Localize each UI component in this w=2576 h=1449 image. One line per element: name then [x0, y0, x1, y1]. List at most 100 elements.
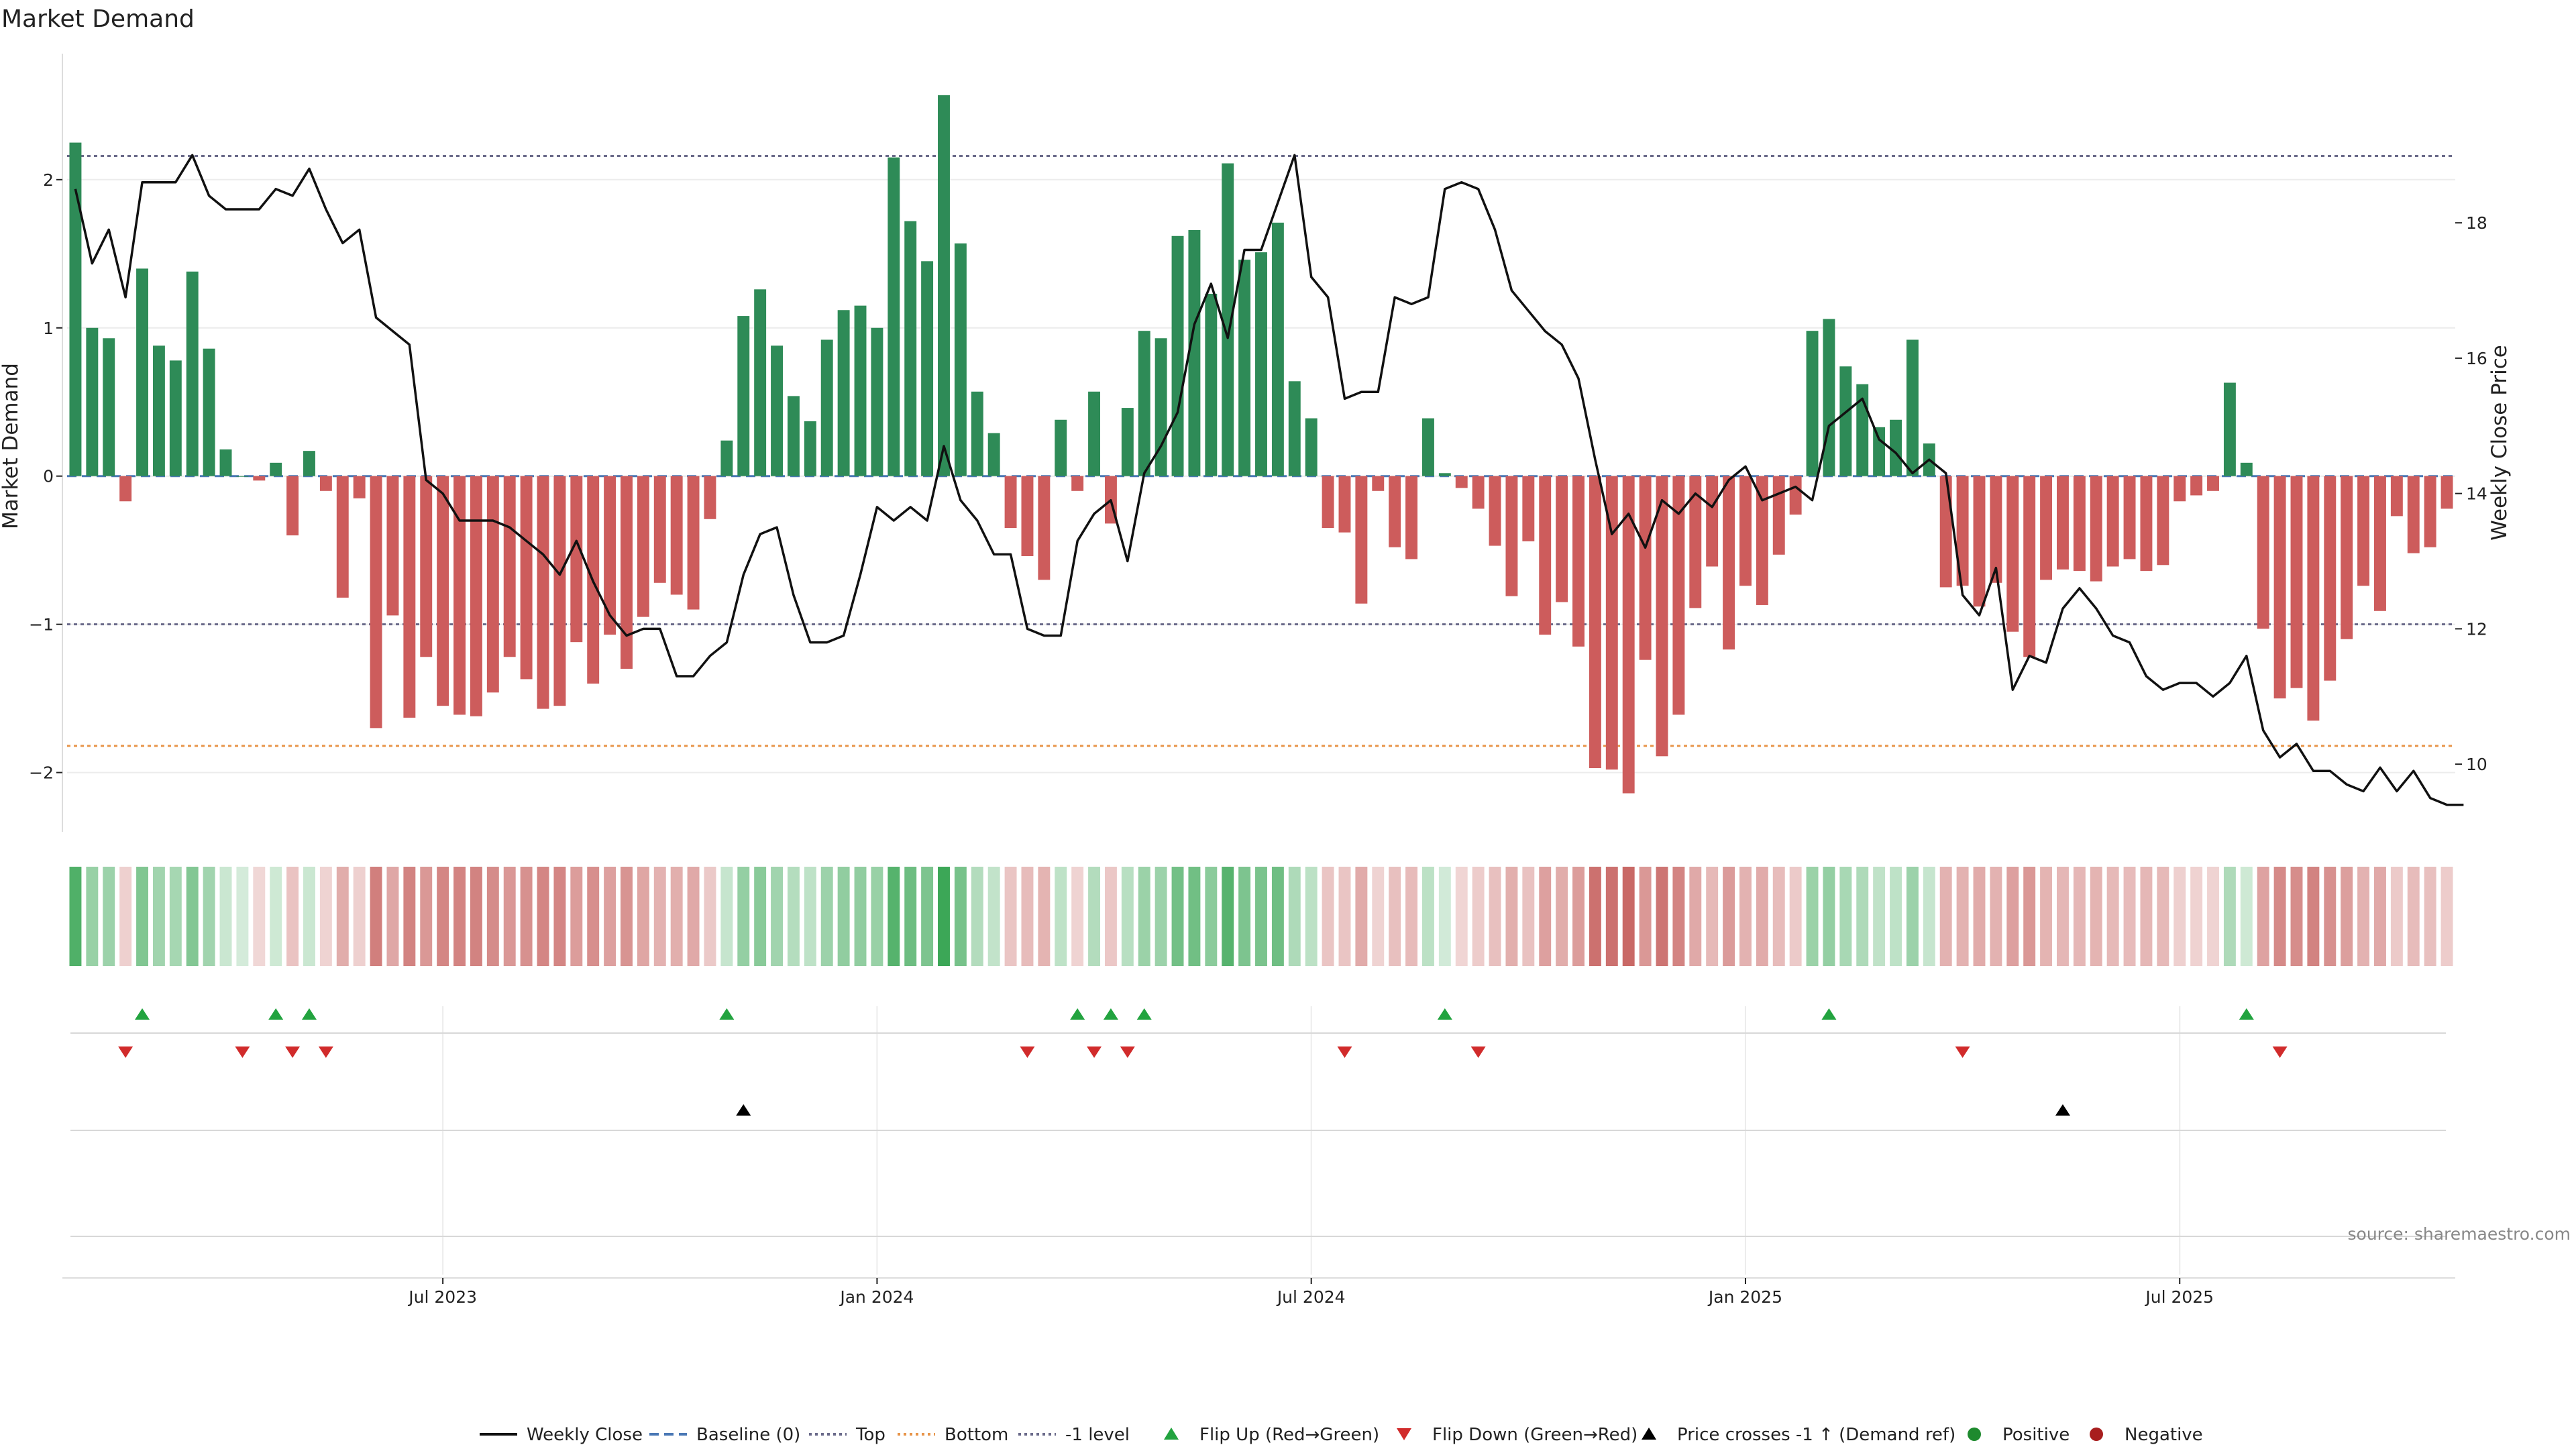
heat-cell: [1121, 867, 1134, 966]
legend-item: -1 level: [1018, 1425, 1130, 1445]
demand-bar: [1421, 418, 1434, 476]
heat-cell: [1188, 867, 1201, 966]
heat-cell: [2357, 867, 2370, 966]
heat-cell: [2341, 867, 2353, 966]
demand-bar: [520, 476, 533, 680]
heat-cell: [386, 867, 399, 966]
demand-bar: [2290, 476, 2303, 688]
demand-bar: [1205, 293, 1218, 476]
demand-bar: [2174, 476, 2186, 502]
heat-cell: [69, 867, 82, 966]
heat-cell: [86, 867, 99, 966]
heat-cell: [420, 867, 433, 966]
heat-cell: [1605, 867, 1618, 966]
demand-bar: [1372, 476, 1385, 491]
legend-item: Flip Up (Red→Green): [1164, 1425, 1379, 1445]
demand-bar: [2307, 476, 2320, 721]
heat-cell: [2157, 867, 2169, 966]
heat-cell: [1505, 867, 1518, 966]
demand-bar: [119, 476, 132, 502]
heat-cell: [2240, 867, 2253, 966]
demand-bar: [570, 476, 583, 643]
heat-cell: [370, 867, 382, 966]
y-axis-label-right: Weekly Close Price: [2487, 345, 2512, 541]
demand-bar: [1739, 476, 1752, 586]
heat-cell: [1806, 867, 1819, 966]
demand-bar: [2257, 476, 2269, 629]
heat-cell: [1923, 867, 1935, 966]
demand-bar: [537, 476, 549, 709]
heat-cell: [1372, 867, 1385, 966]
heat-cell: [1973, 867, 1986, 966]
demand-bar: [169, 360, 182, 476]
heat-cell: [2223, 867, 2236, 966]
heat-cell: [2307, 867, 2320, 966]
demand-bar: [1171, 235, 1184, 476]
demand-bar: [787, 396, 800, 476]
flip-up-marker: [135, 1008, 150, 1020]
demand-bar: [236, 476, 249, 477]
demand-bar: [604, 476, 616, 635]
demand-bar: [136, 268, 148, 476]
flip-up-marker: [1437, 1008, 1452, 1020]
demand-bar: [854, 305, 867, 476]
demand-bar: [152, 345, 165, 476]
demand-heat-strip: [69, 867, 2453, 966]
heat-cell: [1389, 867, 1401, 966]
legend-label: Bottom: [945, 1425, 1008, 1445]
demand-bar: [1973, 476, 1986, 607]
heat-cell: [2273, 867, 2286, 966]
demand-bar: [2273, 476, 2286, 699]
legend: Weekly Close Baseline (0) Top Bottom -1 leve…: [480, 1425, 2203, 1445]
heat-cell: [2390, 867, 2403, 966]
demand-bar: [1138, 331, 1150, 476]
flip-down-marker: [1120, 1046, 1135, 1058]
demand-bar: [621, 476, 633, 669]
heat-cell: [888, 867, 900, 966]
flip-down-marker: [1087, 1046, 1102, 1058]
demand-bar: [1672, 476, 1685, 715]
heat-cell: [754, 867, 767, 966]
source-note: source: sharemaestro.com: [2348, 1224, 2571, 1244]
legend-item: Flip Down (Green→Red): [1397, 1425, 1638, 1445]
heat-cell: [1873, 867, 1886, 966]
demand-bar: [486, 476, 499, 693]
heat-cell: [152, 867, 165, 966]
price-cross-marker: [736, 1104, 751, 1116]
demand-bar: [2440, 476, 2453, 509]
legend-item: Baseline (0): [649, 1425, 800, 1445]
demand-bar: [286, 476, 299, 536]
demand-bar: [370, 476, 382, 729]
demand-bar: [2223, 382, 2236, 476]
heat-cell: [186, 867, 199, 966]
demand-bar: [219, 449, 232, 476]
demand-bar: [253, 476, 266, 481]
y-tick-label-left: −1: [29, 615, 54, 635]
legend-swatch: [2090, 1428, 2103, 1441]
heat-cell: [1305, 867, 1318, 966]
demand-bar: [754, 289, 767, 476]
heat-cell: [771, 867, 784, 966]
heat-cell: [737, 867, 750, 966]
heat-cell: [2440, 867, 2453, 966]
legend-item: Weekly Close: [480, 1425, 643, 1445]
heat-cell: [1238, 867, 1251, 966]
demand-bar: [1455, 476, 1468, 488]
heat-cell: [1739, 867, 1752, 966]
demand-bar: [871, 327, 883, 476]
demand-bar: [270, 462, 282, 476]
demand-bar: [1021, 476, 1034, 557]
heat-cell: [653, 867, 666, 966]
heat-cell: [2057, 867, 2069, 966]
demand-bar: [1890, 419, 1902, 476]
flip-up-marker: [1136, 1008, 1152, 1020]
legend-label: Negative: [2125, 1425, 2203, 1445]
heat-cell: [503, 867, 516, 966]
demand-bar: [2357, 476, 2370, 586]
heat-cell: [1556, 867, 1568, 966]
demand-bar: [1756, 476, 1768, 605]
flip-up-marker: [2239, 1008, 2254, 1020]
demand-bar: [1556, 476, 1568, 602]
demand-bar: [2023, 476, 2036, 657]
